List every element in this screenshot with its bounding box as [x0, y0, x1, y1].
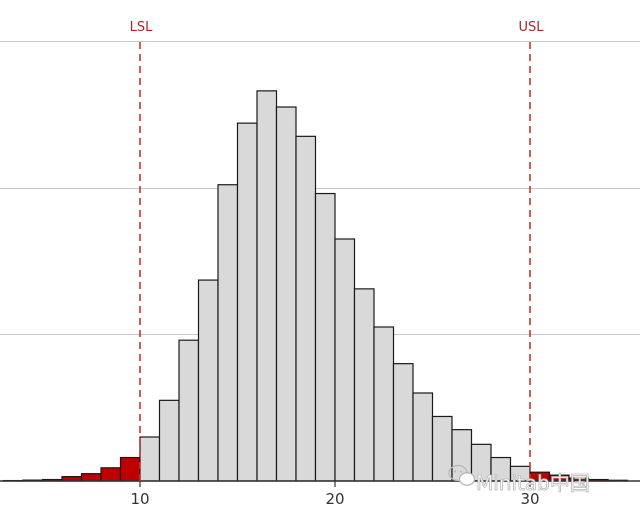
histogram-bar: [139, 436, 161, 482]
histogram-bar: [100, 467, 122, 482]
histogram-bar: [80, 473, 102, 482]
spec-limit-lines: LSL USL: [130, 20, 544, 481]
watermark-text: Minitab中国: [476, 471, 590, 495]
histogram-bar: [353, 288, 375, 482]
watermark: Minitab中国: [448, 464, 590, 495]
histogram-bar: [392, 363, 414, 482]
histogram-bar: [295, 135, 317, 482]
histogram-bars: [2, 90, 629, 482]
x-tick-labels: 10 20 30: [130, 481, 540, 508]
histogram-bar: [256, 90, 278, 482]
histogram-bar: [314, 192, 336, 482]
x-tick-label: 30: [520, 490, 539, 508]
histogram-bar: [275, 106, 297, 482]
x-tick-label: 20: [325, 490, 344, 508]
histogram-bar: [412, 392, 434, 482]
histogram-bar: [197, 279, 219, 482]
histogram-bar: [373, 326, 395, 482]
histogram-bar: [334, 238, 356, 482]
histogram-bar: [158, 399, 180, 482]
lsl-label: LSL: [130, 20, 153, 35]
x-tick-label: 10: [130, 490, 149, 508]
wechat-icon: [448, 464, 476, 486]
histogram-bar: [236, 122, 258, 482]
histogram-bar: [119, 456, 141, 482]
histogram-bar: [178, 339, 200, 482]
usl-label: USL: [518, 20, 544, 35]
histogram-bar: [217, 184, 239, 482]
